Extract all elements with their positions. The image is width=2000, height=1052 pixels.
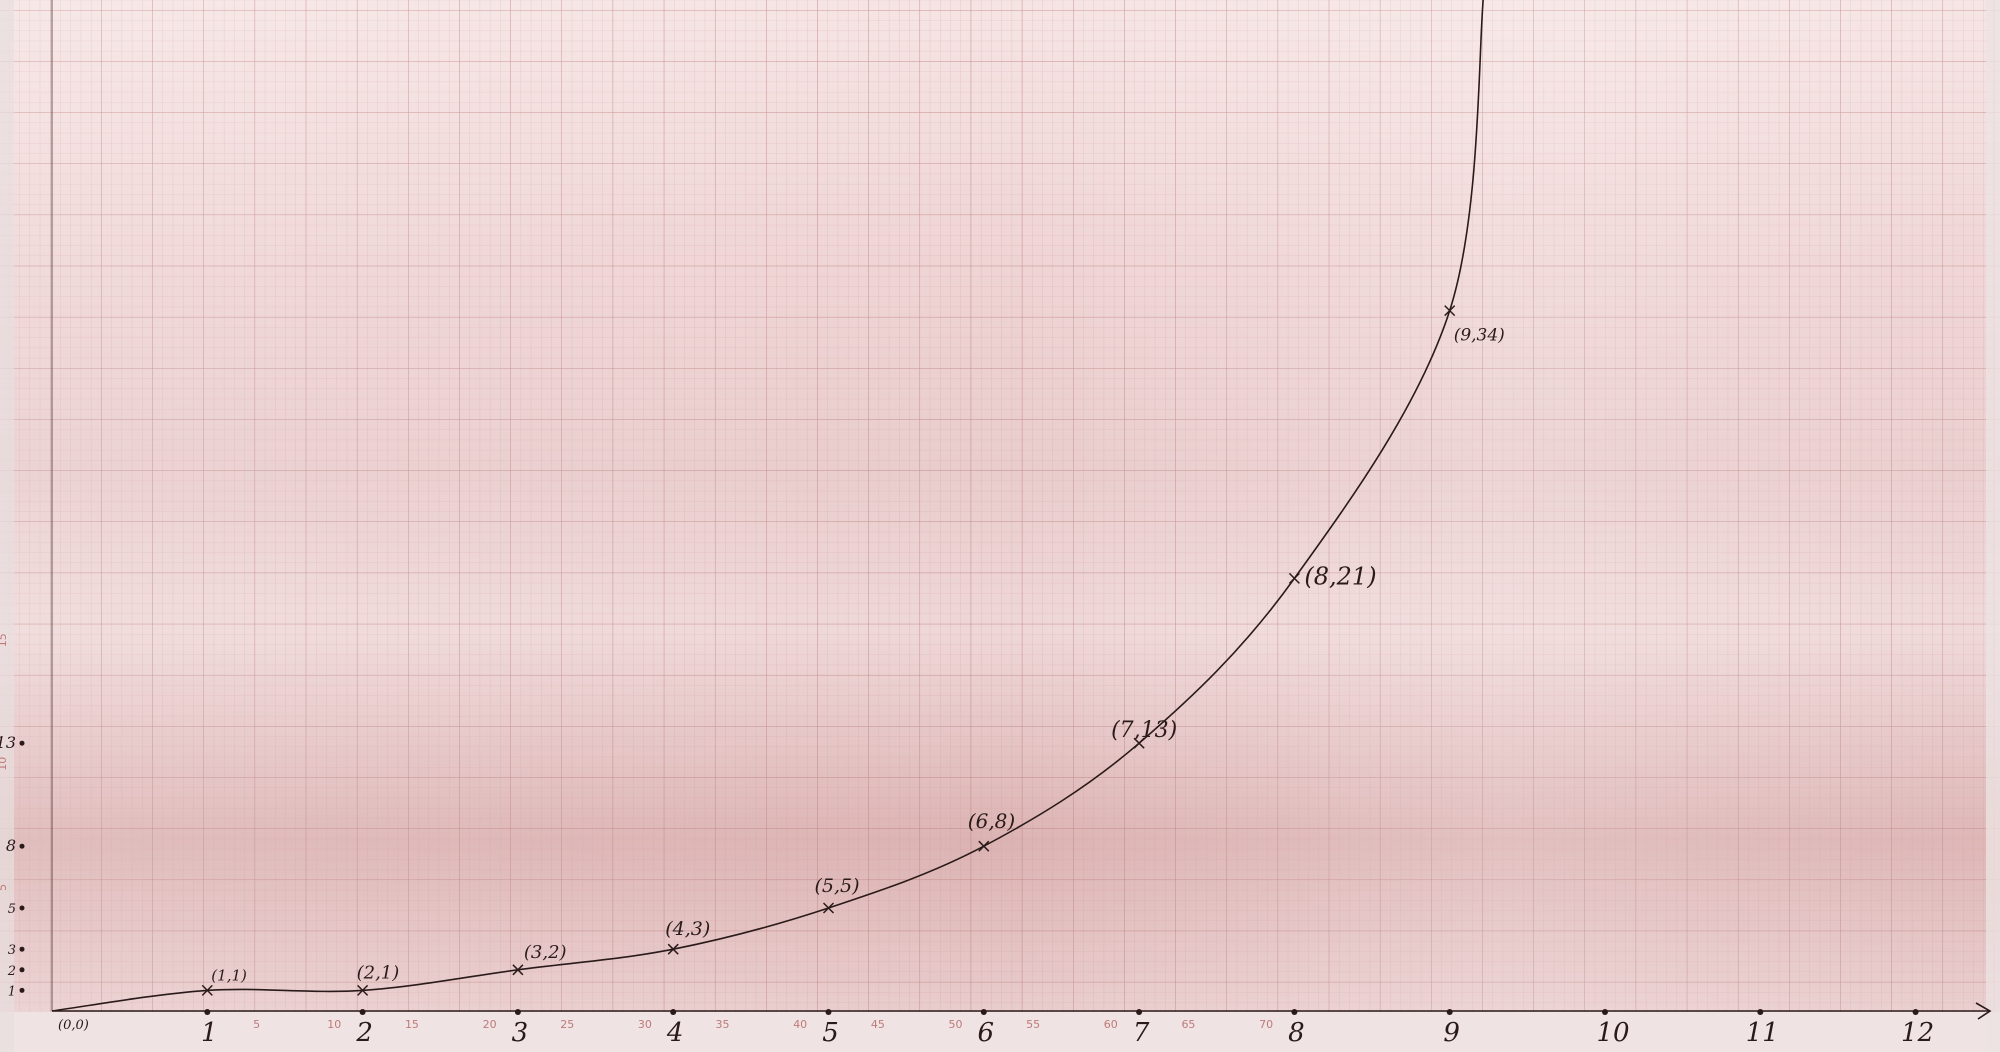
x-tick-label: 1 (201, 1018, 218, 1048)
data-point (1133, 737, 1145, 749)
data-point (822, 902, 835, 914)
paper-left-margin (0, 0, 14, 1052)
point-label: (2,1) (357, 962, 400, 983)
point-label: (1,1) (211, 966, 247, 984)
data-point-mark (201, 984, 213, 996)
data-point (1288, 572, 1300, 584)
x-tick-label: 5 (822, 1018, 839, 1048)
x-axis-arrow (1975, 1002, 1992, 1020)
data-points (201, 305, 1456, 996)
paper-right-margin (1986, 0, 2000, 1052)
data-point (201, 984, 213, 996)
y-tick-label: 13 (0, 733, 16, 752)
point-label: (5,5) (815, 875, 860, 897)
x-tick-mark (1602, 1009, 1608, 1015)
x-tick-labels: 1 2 3 4 5 6 7 8 9 10 11 12 (201, 1009, 1934, 1048)
data-point (512, 964, 524, 976)
printed-x-label: 70 (1259, 1018, 1273, 1031)
x-tick-mark (1446, 1009, 1453, 1015)
x-tick-mark (1291, 1009, 1298, 1015)
x-tick-label: 10 (1596, 1018, 1629, 1048)
y-tick-label: 8 (6, 836, 16, 855)
printed-x-label: 55 (1026, 1018, 1040, 1031)
y-tick-mark (19, 967, 25, 973)
x-tick-label: 7 (1133, 1018, 1150, 1048)
printed-x-label: 35 (716, 1018, 730, 1031)
printed-x-label: 60 (1104, 1018, 1118, 1031)
point-label: (0,0) (58, 1018, 89, 1033)
printed-x-label: 40 (793, 1018, 807, 1031)
data-point-mark (822, 902, 835, 914)
printed-x-label: 20 (483, 1018, 497, 1031)
x-tick-mark (514, 1009, 521, 1015)
y-tick-label: 3 (8, 943, 16, 958)
x-tick-label: 12 (1901, 1018, 1934, 1048)
y-tick-label: 1 (8, 984, 16, 999)
axes (51, 0, 1992, 1020)
printed-x-label: 5 (253, 1018, 260, 1031)
point-labels: (0,0) (1,1) (2,1) (3,2) (4,3) (5,5) (6,8) (7,13… (58, 326, 1505, 1033)
x-tick-label: 9 (1443, 1018, 1460, 1048)
point-label: (3,2) (524, 942, 567, 963)
series-line (51, 0, 1484, 1012)
y-tick-mark (19, 905, 25, 911)
point-label: (4,3) (665, 918, 710, 940)
x-tick-label: 3 (512, 1018, 529, 1048)
x-tick-label: 11 (1746, 1018, 1779, 1048)
paper-bottom-margin (0, 1012, 2000, 1052)
x-tick-mark (670, 1009, 677, 1015)
point-label: (6,8) (968, 809, 1015, 833)
data-point-mark (667, 943, 679, 955)
data-point-mark (1444, 305, 1456, 317)
x-tick-mark (359, 1009, 366, 1015)
printed-x-label: 30 (638, 1018, 652, 1031)
y-tick-mark (19, 843, 25, 849)
data-point-mark (978, 840, 990, 852)
y-tick-mark (19, 946, 25, 952)
data-point-mark (1133, 737, 1145, 749)
x-tick-mark (1136, 1009, 1143, 1015)
x-tick-label: 8 (1288, 1018, 1305, 1048)
y-tick-labels: 1 2 3 5 8 13 (0, 733, 25, 999)
x-tick-mark (1757, 1009, 1764, 1015)
x-tick-mark (980, 1009, 987, 1015)
printed-x-label: 45 (871, 1018, 885, 1031)
data-point-mark (357, 984, 369, 996)
data-point-mark (1288, 572, 1300, 584)
x-tick-mark (204, 1009, 211, 1015)
x-tick-label: 2 (355, 1018, 373, 1048)
printed-x-label: 65 (1181, 1018, 1195, 1031)
x-tick-label: 4 (666, 1018, 684, 1048)
printed-y-label: 10 (0, 757, 9, 771)
printed-x-label: 10 (327, 1018, 341, 1031)
data-point (1444, 305, 1456, 317)
x-tick-mark (825, 1009, 832, 1015)
y-tick-label: 2 (7, 964, 16, 979)
printed-y-label: 15 (0, 633, 9, 647)
x-tick-label: 6 (978, 1018, 995, 1048)
y-tick-mark (19, 987, 25, 993)
printed-scale-labels: 51015202530354045505560657051015 (0, 633, 1273, 1031)
printed-x-label: 50 (949, 1018, 963, 1031)
y-tick-label: 5 (8, 902, 16, 917)
y-tick-mark (19, 740, 25, 746)
printed-y-label: 5 (0, 884, 9, 891)
data-curve (51, 0, 1484, 1012)
printed-x-label: 15 (405, 1018, 419, 1031)
data-point-mark (512, 964, 524, 976)
point-label: (8,21) (1304, 562, 1376, 590)
data-point (978, 840, 990, 852)
point-label: (7,13) (1111, 718, 1177, 743)
printed-x-label: 25 (560, 1018, 574, 1031)
point-label: (9,34) (1454, 326, 1505, 346)
x-tick-mark (1912, 1009, 1919, 1015)
data-point (357, 984, 369, 996)
data-point (667, 943, 679, 955)
